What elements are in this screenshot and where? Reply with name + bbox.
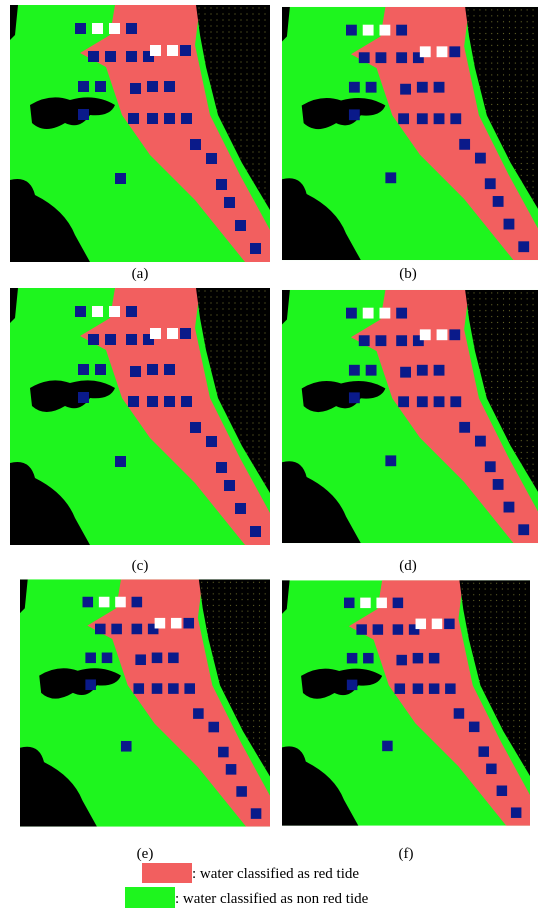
map-panel bbox=[10, 5, 270, 262]
map-panel bbox=[282, 580, 530, 825]
map-panel bbox=[282, 7, 538, 260]
panel-label: (d) bbox=[399, 558, 417, 574]
panel-label: (c) bbox=[132, 558, 149, 574]
legend-text: : water classified as red tide bbox=[192, 866, 359, 882]
figure: (a) (b) (c) (d) (e) (f) : water classifi… bbox=[0, 0, 538, 913]
map-panel bbox=[10, 288, 270, 545]
legend-swatch bbox=[142, 863, 192, 883]
panel-label: (b) bbox=[399, 266, 417, 282]
map-panel bbox=[282, 290, 538, 543]
panel-label: (f) bbox=[399, 846, 414, 862]
legend-swatch bbox=[125, 887, 175, 908]
legend-text: : water classified as non red tide bbox=[175, 891, 369, 907]
map-panel bbox=[20, 579, 270, 826]
panel-label: (e) bbox=[137, 846, 154, 862]
panel-label: (a) bbox=[132, 266, 149, 282]
